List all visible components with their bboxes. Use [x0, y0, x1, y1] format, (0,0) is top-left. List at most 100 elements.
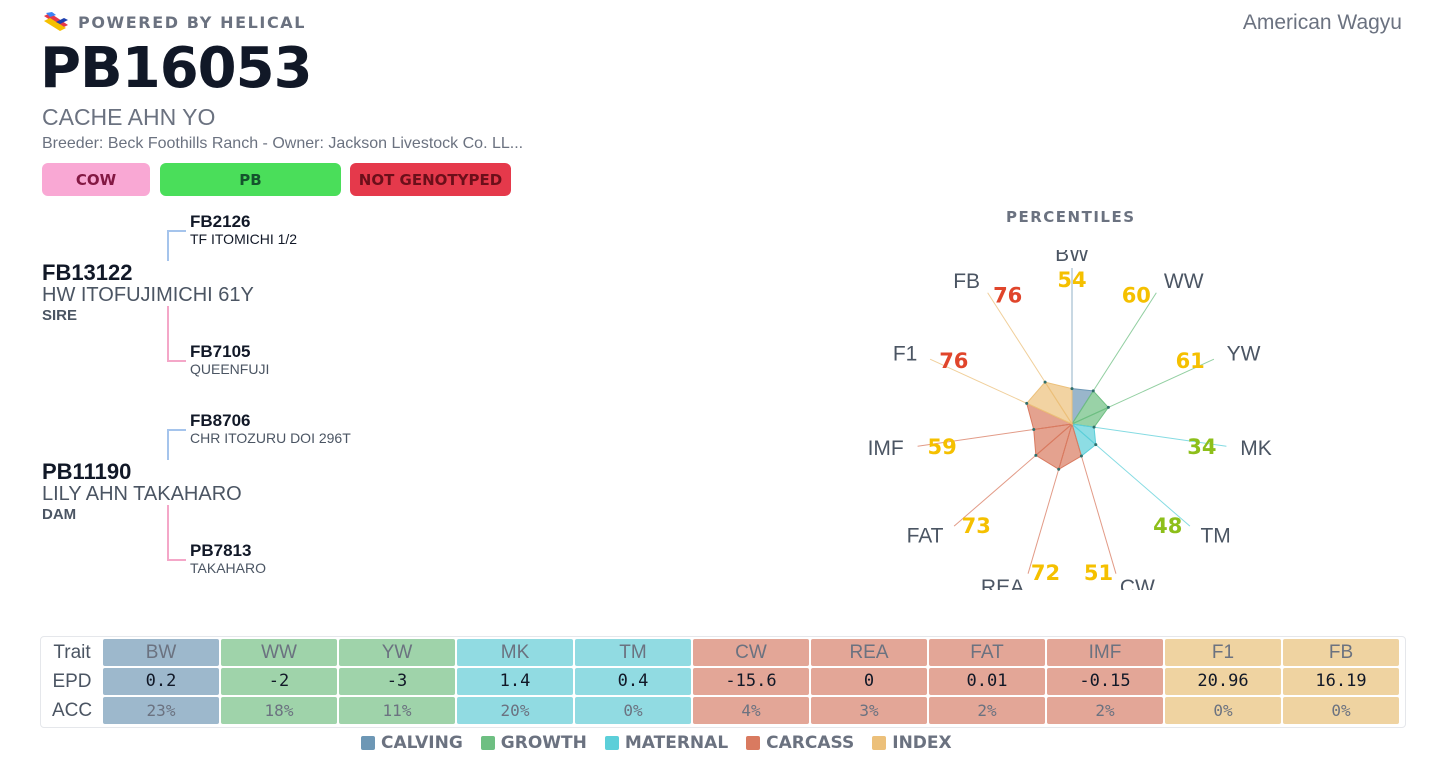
sire-sire-id[interactable]: FB2126 — [190, 212, 251, 231]
dam-sire-name: CHR ITOZURU DOI 296T — [190, 430, 351, 446]
radar-sector-fb — [1043, 381, 1073, 426]
radar-point-fat — [1034, 453, 1038, 457]
acc-value: 0% — [1165, 697, 1281, 724]
percentile-radar-chart: BW 54 WW 60 YW 61 MK 34 TM 48 CW 51 REA 72 FAT 73 IMF 59 F… — [868, 250, 1272, 590]
radar-axis-label-imf: IMF — [868, 437, 904, 460]
pedigree-connector — [167, 429, 169, 460]
trait-header: WW — [221, 639, 337, 666]
trait-header: CW — [693, 639, 809, 666]
radar-axis-label-fb: FB — [953, 270, 980, 293]
trait-header: IMF — [1047, 639, 1163, 666]
epd-row-label: EPD — [52, 671, 92, 692]
trait-row: Trait BW WW YW MK TM CW REA FAT IMF F1 F… — [41, 639, 1401, 666]
acc-value: 2% — [929, 697, 1045, 724]
radar-axis-label-rea: REA — [981, 576, 1024, 590]
acc-value: 2% — [1047, 697, 1163, 724]
legend-item-maternal: MATERNAL — [604, 733, 729, 753]
legend-label: GROWTH — [500, 733, 587, 753]
animal-name: CACHE AHN YO — [42, 104, 216, 130]
trait-header: FB — [1283, 639, 1399, 666]
sire-dam-name: QUEENFUJI — [190, 361, 270, 377]
pedigree-connector — [167, 230, 186, 232]
acc-value: 0% — [1283, 697, 1399, 724]
epd-value: -3 — [339, 668, 455, 695]
pedigree-connector — [167, 429, 186, 431]
legend-swatch — [604, 736, 619, 750]
trait-header: BW — [103, 639, 219, 666]
epd-value: 1.4 — [457, 668, 573, 695]
radar-axis-label-cw: CW — [1120, 576, 1155, 590]
radar-value-bw: 54 — [1057, 268, 1086, 292]
pedigree-connector — [167, 559, 186, 561]
trait-header: F1 — [1165, 639, 1281, 666]
sex-badge: COW — [42, 163, 150, 196]
epd-value: 0.01 — [929, 668, 1045, 695]
legend-label: CALVING — [381, 733, 463, 753]
pedigree-connector — [167, 306, 169, 362]
legend-label: MATERNAL — [624, 733, 729, 753]
epd-value: 0 — [811, 668, 927, 695]
trait-group-legend: CALVING GROWTH MATERNAL CARCASS INDEX — [361, 733, 952, 753]
trait-header: MK — [457, 639, 573, 666]
legend-label: CARCASS — [766, 733, 855, 753]
acc-value: 4% — [693, 697, 809, 724]
powered-by: POWERED BY HELICAL — [42, 12, 306, 32]
epd-value: 16.19 — [1283, 668, 1399, 695]
pedigree-connector — [167, 230, 169, 261]
pedigree-connector — [167, 360, 186, 362]
sire-name: HW ITOFUJIMICHI 61Y — [42, 284, 254, 306]
radar-point-ww — [1091, 389, 1095, 393]
acc-value: 11% — [339, 697, 455, 724]
epd-table: Trait BW WW YW MK TM CW REA FAT IMF F1 F… — [40, 636, 1406, 728]
dam-id[interactable]: PB11190 — [42, 459, 132, 484]
radar-point-f1 — [1025, 401, 1029, 405]
radar-point-yw — [1106, 405, 1110, 409]
percentiles-title: PERCENTILES — [1006, 208, 1136, 226]
radar-value-yw: 61 — [1176, 349, 1205, 373]
breeder-owner: Breeder: Beck Foothills Ranch - Owner: J… — [42, 135, 524, 152]
radar-value-imf: 59 — [927, 435, 956, 459]
epd-value: 0.2 — [103, 668, 219, 695]
acc-value: 23% — [103, 697, 219, 724]
sire-sire-name: TF ITOMICHI 1/2 — [190, 231, 298, 247]
sire-role-label: SIRE — [42, 307, 78, 324]
radar-point-tm — [1094, 443, 1098, 447]
radar-value-mk: 34 — [1187, 435, 1216, 459]
legend-swatch — [480, 736, 495, 750]
trait-row-label: Trait — [53, 642, 91, 663]
epd-value: -15.6 — [693, 668, 809, 695]
dam-dam-id[interactable]: PB7813 — [190, 541, 252, 560]
registration-number: PB16053 — [40, 36, 313, 101]
trait-header: TM — [575, 639, 691, 666]
radar-point-imf — [1032, 428, 1036, 432]
genotype-badge: NOT GENOTYPED — [350, 163, 511, 196]
radar-point-cw — [1079, 454, 1083, 458]
sire-dam-id[interactable]: FB7105 — [190, 342, 251, 361]
epd-value: 0.4 — [575, 668, 691, 695]
radar-point-mk — [1092, 425, 1096, 429]
dam-role-label: DAM — [42, 506, 77, 523]
trait-header: YW — [339, 639, 455, 666]
trait-header: FAT — [929, 639, 1045, 666]
pedigree-connector — [167, 505, 169, 561]
acc-value: 3% — [811, 697, 927, 724]
epd-row: EPD 0.2 -2 -3 1.4 0.4 -15.6 0 0.01 -0.15… — [41, 668, 1401, 695]
radar-value-ww: 60 — [1122, 283, 1151, 307]
sire-id[interactable]: FB13122 — [42, 260, 133, 285]
dam-sire-id[interactable]: FB8706 — [190, 411, 251, 430]
legend-swatch — [872, 736, 887, 750]
acc-row-label: ACC — [51, 700, 93, 721]
legend-item-growth: GROWTH — [480, 733, 587, 753]
legend-swatch — [746, 736, 761, 750]
acc-value: 0% — [575, 697, 691, 724]
epd-value: 20.96 — [1165, 668, 1281, 695]
legend-item-index: INDEX — [872, 733, 952, 753]
radar-spoke-mk — [1071, 423, 1227, 447]
legend-item-carcass: CARCASS — [746, 733, 854, 753]
radar-axis-label-tm: TM — [1200, 524, 1230, 547]
radar-axis-label-bw: BW — [1055, 250, 1089, 266]
legend-item-calving: CALVING — [361, 733, 463, 753]
trait-header: REA — [811, 639, 927, 666]
radar-point-bw — [1070, 387, 1074, 391]
acc-row: ACC 23% 18% 11% 20% 0% 4% 3% 2% 2% 0% 0% — [41, 697, 1401, 724]
